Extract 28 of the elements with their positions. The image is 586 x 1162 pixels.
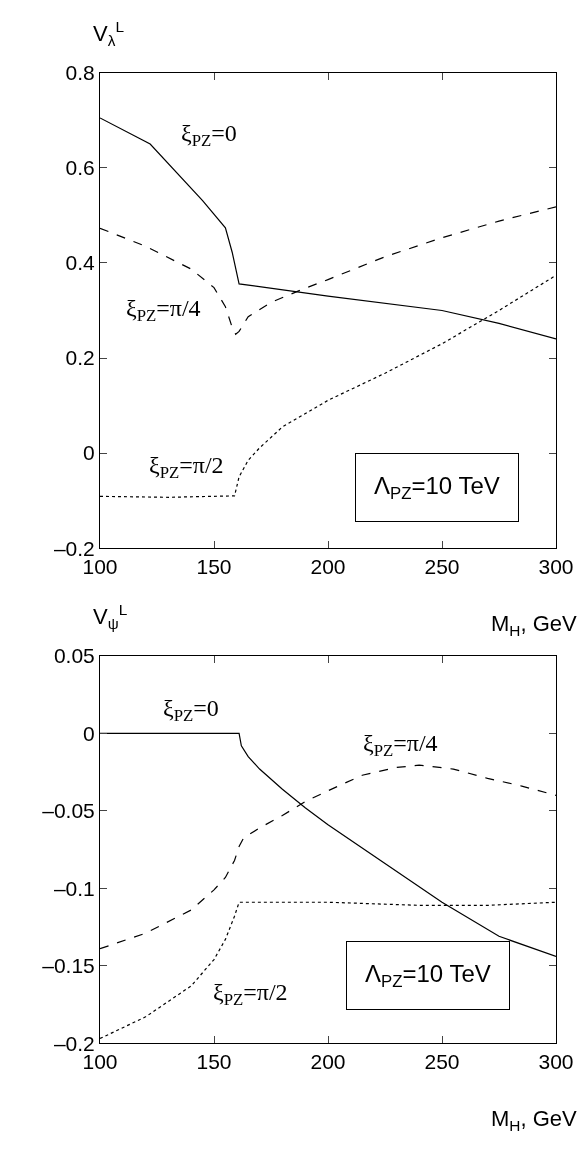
annotation: Λ$_{PZ}$=10 TeV — [365, 960, 491, 992]
x-tick-label: 150 — [196, 1050, 232, 1074]
y-tick-label: 0.4 — [65, 251, 96, 275]
y-tick-label: 0 — [83, 721, 95, 745]
x-tick-label: 200 — [310, 1050, 346, 1074]
series-label: ξ$_{PZ}$=π/2 — [149, 452, 224, 483]
x-tick-label: 250 — [424, 555, 460, 579]
x-axis-title: M$_{H}$, GeV — [491, 1106, 578, 1134]
x-tick-label: 150 — [196, 555, 232, 579]
y-tick-label: 0.2 — [65, 346, 95, 370]
series-label: ξ$_{PZ}$=π/4 — [363, 730, 438, 761]
annotation: Λ$_{PZ}$=10 TeV — [374, 472, 500, 504]
y-tick-label: –0.05 — [42, 799, 95, 823]
y-tick-label: 0.6 — [65, 156, 95, 180]
series-label: ξ$_{PZ}$=0 — [163, 695, 219, 726]
x-tick-label: 250 — [424, 1050, 460, 1074]
series-label: ξ$_{PZ}$=π/2 — [213, 979, 288, 1010]
y-tick-label: 0.05 — [53, 644, 95, 668]
y-tick-label: –0.1 — [53, 876, 95, 900]
y-tick-label: 0.8 — [65, 61, 95, 85]
y-tick-label: –0.15 — [42, 954, 95, 978]
y-tick-label: 0 — [83, 441, 95, 465]
x-tick-label: 200 — [310, 555, 346, 579]
series-label: ξ$_{PZ}$=0 — [181, 120, 237, 151]
x-tick-label: 300 — [538, 555, 574, 579]
series-label: ξ$_{PZ}$=π/4 — [126, 295, 201, 326]
x-axis-title: M$_{H}$, GeV — [491, 611, 578, 639]
x-tick-label: 300 — [538, 1050, 574, 1074]
